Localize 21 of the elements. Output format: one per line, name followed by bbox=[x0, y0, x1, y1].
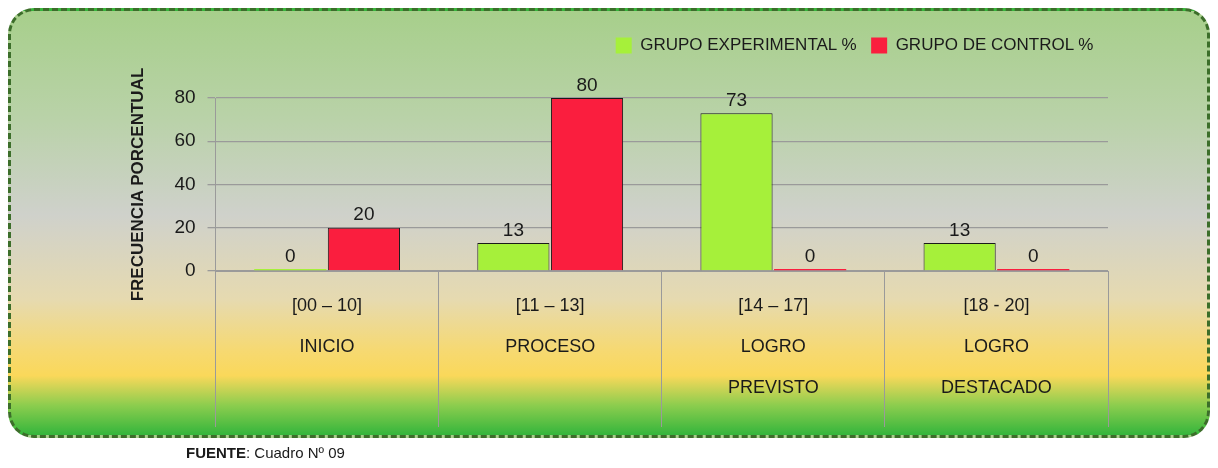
y-tick-label: 40 bbox=[174, 172, 196, 194]
y-tick-label: 60 bbox=[174, 129, 196, 151]
x-tick-label: [14 – 17] LOGRO PREVISTO bbox=[727, 294, 819, 398]
data-label: 13 bbox=[502, 218, 524, 240]
source-note: FUENTE: Cuadro Nº 09 bbox=[186, 444, 346, 461]
data-label: 13 bbox=[949, 218, 971, 240]
data-label: 80 bbox=[576, 73, 598, 95]
data-label: 0 bbox=[284, 244, 296, 266]
data-label: 73 bbox=[725, 88, 748, 110]
y-tick-label: 80 bbox=[174, 86, 196, 108]
data-label: 20 bbox=[353, 203, 375, 225]
y-tick-label: 20 bbox=[174, 215, 196, 237]
x-tick-label: [11 – 13] PROCESO bbox=[505, 294, 596, 357]
legend-label: GRUPO DE CONTROL % bbox=[895, 35, 1094, 55]
data-label: 0 bbox=[804, 244, 816, 266]
y-axis-title: FRECUENCIA PORCENTUAL bbox=[127, 67, 147, 302]
x-tick-label: [00 – 10] INICIO bbox=[292, 294, 363, 357]
x-tick-label: [18 - 20] LOGRO DESTACADO bbox=[941, 294, 1052, 398]
y-tick-label: 0 bbox=[184, 259, 196, 281]
legend-label: GRUPO EXPERIMENTAL % bbox=[640, 35, 857, 55]
data-label: 0 bbox=[1027, 244, 1039, 266]
